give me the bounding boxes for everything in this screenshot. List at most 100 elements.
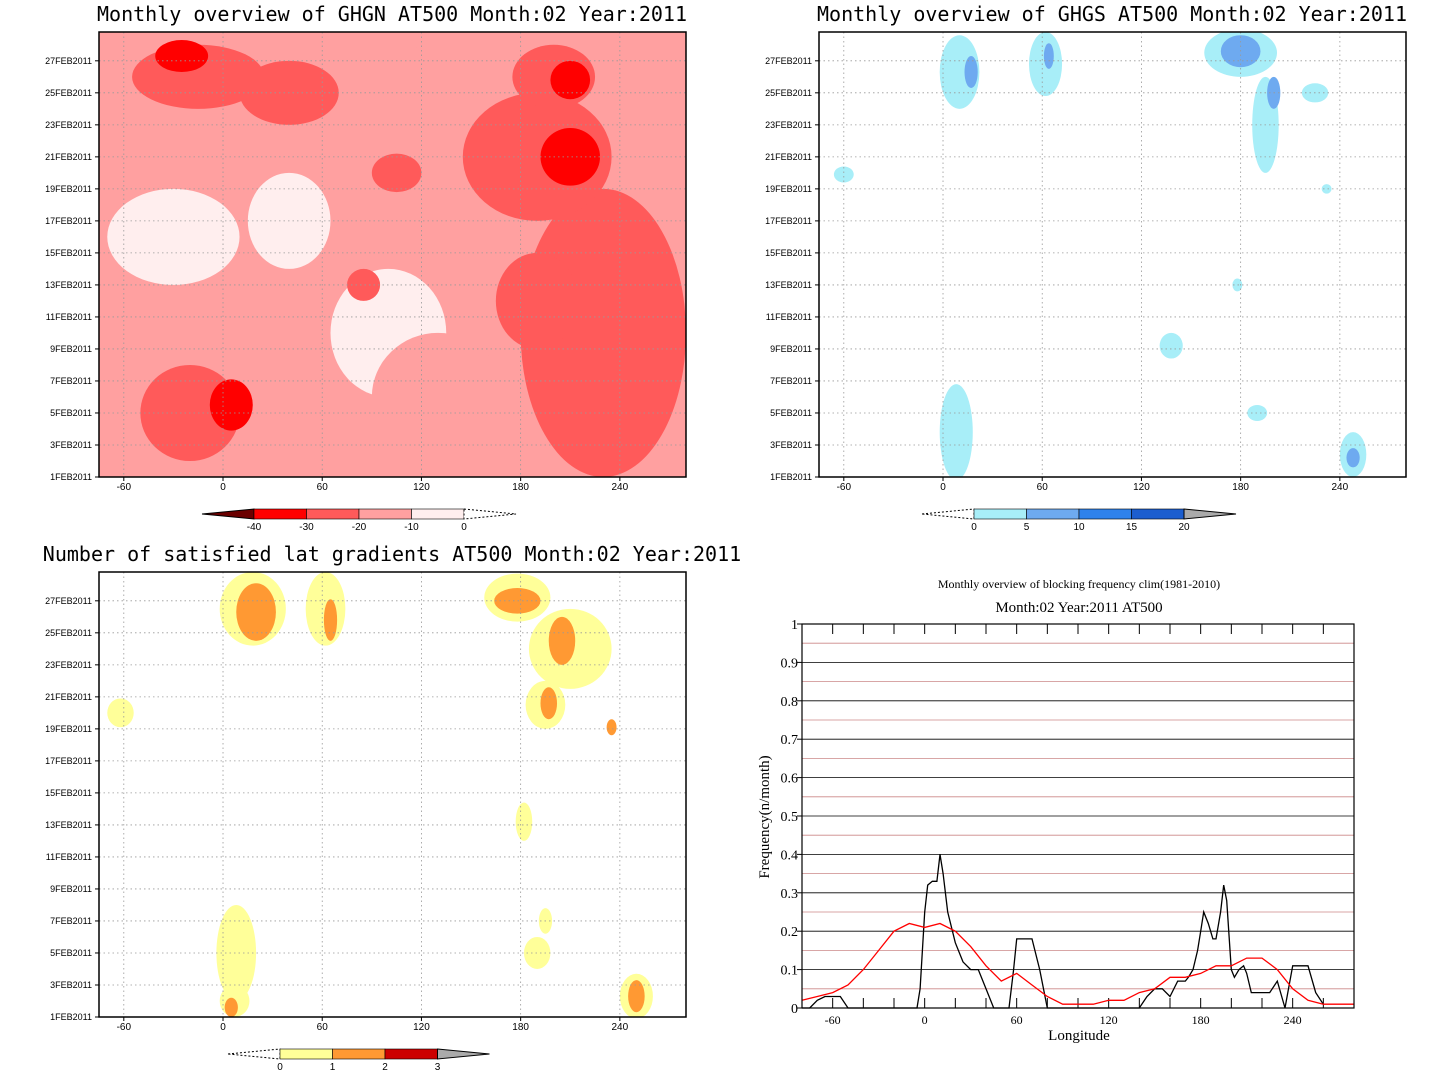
x-tick-label: 240 xyxy=(612,482,629,493)
y-tick-label: 1FEB2011 xyxy=(50,472,92,482)
contour-blob xyxy=(216,904,257,1001)
y-tick-label: 23FEB2011 xyxy=(765,120,812,130)
colorbar-label: -30 xyxy=(299,522,314,533)
colorbar-segment xyxy=(1131,508,1185,520)
y-tick-label: 11FEB2011 xyxy=(46,852,92,862)
contour-blob xyxy=(107,188,240,285)
colorbar-segment xyxy=(358,508,412,520)
y-tick-label: 1 xyxy=(791,618,798,633)
x-tick-label: 180 xyxy=(1192,1013,1210,1027)
contour-blob xyxy=(833,166,854,183)
y-tick-label: 0.6 xyxy=(781,772,799,787)
x-tick-label: 120 xyxy=(1100,1013,1118,1027)
y-tick-label: 0.1 xyxy=(781,964,799,979)
y-tick-label: 27FEB2011 xyxy=(45,596,92,606)
x-tick-label: 240 xyxy=(1284,1013,1302,1027)
contour-blob xyxy=(371,332,505,461)
y-tick-label: 7FEB2011 xyxy=(770,376,812,386)
plot-frame xyxy=(98,571,687,1018)
y-tick-label: 13FEB2011 xyxy=(45,820,92,830)
contour-blob xyxy=(209,379,253,431)
x-tick-label: 0 xyxy=(940,482,946,493)
y-tick-label: 19FEB2011 xyxy=(45,184,92,194)
contour-blob xyxy=(155,40,209,73)
y-tick-label: 9FEB2011 xyxy=(50,884,92,894)
blocking-subtitle: Month:02 Year:2011 AT500 xyxy=(995,600,1162,616)
y-tick-label: 1FEB2011 xyxy=(50,1012,92,1022)
x-tick-label: 60 xyxy=(317,482,329,493)
contour-blob xyxy=(520,188,686,477)
colorbar-label: -10 xyxy=(404,522,419,533)
panel-blocking: Monthly overview of blocking frequency c… xyxy=(757,577,1355,1044)
x-tick-label: 240 xyxy=(1332,482,1349,493)
contour-blob xyxy=(606,719,617,736)
y-tick-label: 3FEB2011 xyxy=(50,440,92,450)
y-tick-label: 0.8 xyxy=(781,695,799,710)
contour-blob xyxy=(939,384,973,477)
colorbar-segment xyxy=(411,508,465,520)
y-tick-label: 13FEB2011 xyxy=(765,280,812,290)
lat-colorbar: 0 1 2 3 xyxy=(227,1048,490,1073)
contour-blob xyxy=(236,583,276,641)
ghgn-colorbar: -40 -30 -20 -10 0 xyxy=(201,508,517,533)
y-tick-label: 27FEB2011 xyxy=(765,56,812,66)
y-tick-label: 15FEB2011 xyxy=(765,248,812,258)
contour-blob xyxy=(347,268,381,301)
contour-blob xyxy=(495,252,579,349)
panel-ghgs: Monthly overview of GHGS AT500 Month:02 … xyxy=(765,2,1407,533)
y-tick-label: 15FEB2011 xyxy=(45,788,92,798)
x-tick-label: -60 xyxy=(117,482,132,493)
y-tick-label: 23FEB2011 xyxy=(45,660,92,670)
contour-blob xyxy=(323,599,338,641)
contour-blob xyxy=(371,153,422,193)
ghgs-title: Monthly overview of GHGS AT500 Month:02 … xyxy=(817,2,1407,26)
colorbar-label: 3 xyxy=(435,1062,441,1073)
contour-blob xyxy=(1159,332,1183,359)
y-tick-label: 11FEB2011 xyxy=(46,312,92,322)
blocking-xlabel: Longitude xyxy=(1048,1028,1110,1044)
colorbar-label: 5 xyxy=(1024,522,1030,533)
x-tick-label: 0 xyxy=(922,1013,928,1027)
y-tick-label: 11FEB2011 xyxy=(766,312,812,322)
x-tick-label: 60 xyxy=(317,1022,329,1033)
x-tick-label: -60 xyxy=(837,482,852,493)
y-tick-label: 27FEB2011 xyxy=(45,56,92,66)
colorbar-label: 20 xyxy=(1178,522,1190,533)
contour-blob xyxy=(1247,404,1268,421)
series-line-black xyxy=(802,854,1324,1009)
y-tick-label: 13FEB2011 xyxy=(45,280,92,290)
x-tick-label: 0 xyxy=(220,1022,226,1033)
y-tick-label: 17FEB2011 xyxy=(45,216,92,226)
colorbar-triangle-right xyxy=(437,1048,490,1060)
y-tick-label: 3FEB2011 xyxy=(50,980,92,990)
y-tick-label: 5FEB2011 xyxy=(770,408,812,418)
contour-blob xyxy=(1043,43,1054,69)
colorbar-segment xyxy=(1078,508,1132,520)
x-tick-label: -60 xyxy=(825,1013,841,1027)
y-tick-label: 1FEB2011 xyxy=(770,472,812,482)
contour-blob xyxy=(540,128,601,186)
contour-blob xyxy=(540,687,558,720)
contour-blob xyxy=(964,56,978,89)
y-tick-label: 9FEB2011 xyxy=(50,344,92,354)
y-tick-label: 7FEB2011 xyxy=(50,376,92,386)
x-tick-label: 180 xyxy=(512,1022,529,1033)
y-tick-label: 7FEB2011 xyxy=(50,916,92,926)
colorbar-triangle-right xyxy=(463,508,517,520)
x-tick-label: 120 xyxy=(1133,482,1150,493)
y-tick-label: 25FEB2011 xyxy=(45,88,92,98)
y-tick-label: 0.2 xyxy=(781,925,799,940)
y-tick-label: 15FEB2011 xyxy=(45,248,92,258)
contour-blob xyxy=(1232,278,1243,292)
contour-blob xyxy=(939,35,980,109)
y-tick-label: 0.9 xyxy=(781,656,799,671)
x-tick-label: 120 xyxy=(413,482,430,493)
panel-ghgn: Monthly overview of GHGN AT500 Month:02 … xyxy=(45,2,687,533)
colorbar-triangle-right xyxy=(1183,508,1237,520)
y-tick-label: 0.5 xyxy=(781,810,799,825)
colorbar-segment xyxy=(1026,508,1080,520)
colorbar-label: -20 xyxy=(352,522,367,533)
contour-blob xyxy=(1321,184,1332,194)
x-tick-label: 60 xyxy=(1011,1013,1023,1027)
lat-title: Number of satisfied lat gradients AT500 … xyxy=(43,542,741,566)
